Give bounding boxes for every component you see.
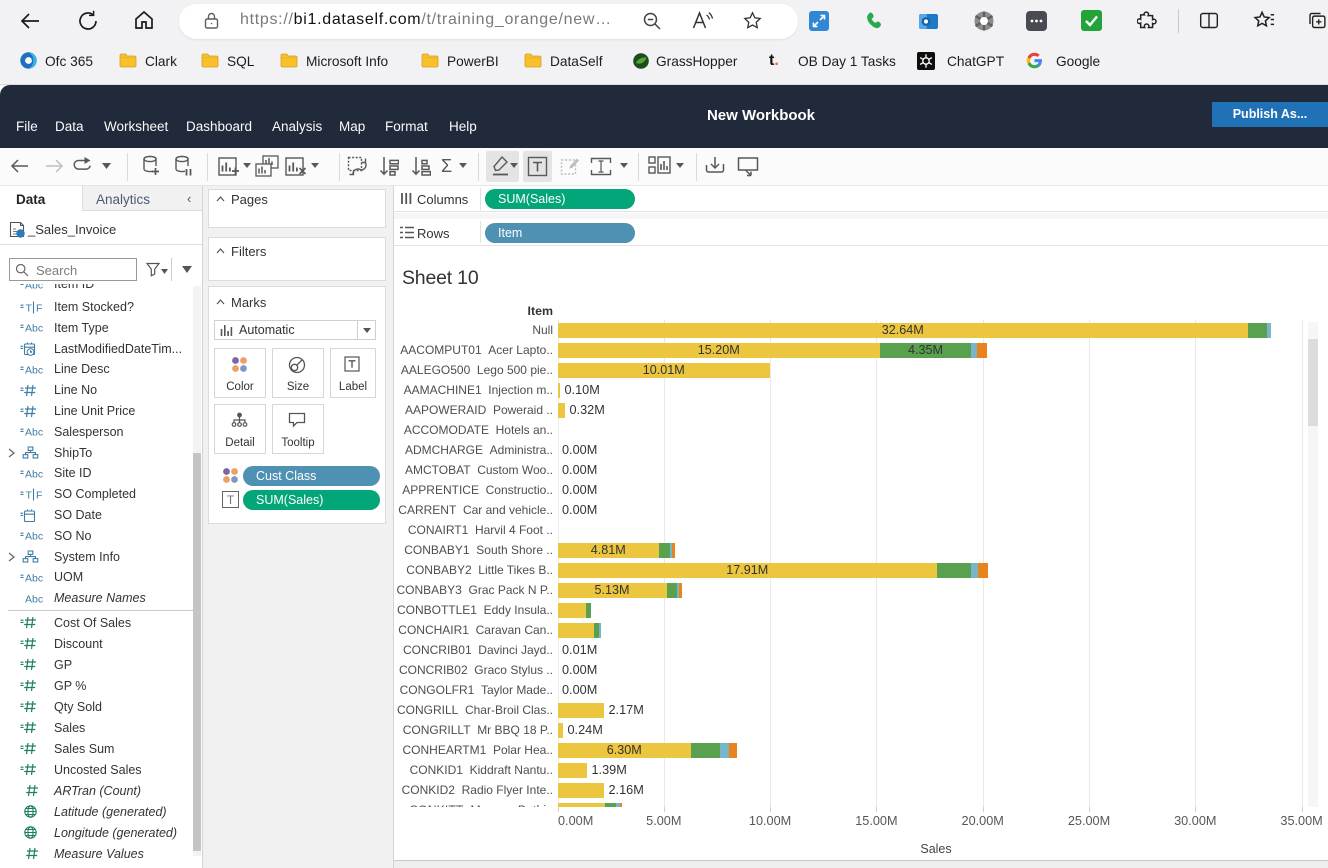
svg-text:Abc: Abc [25, 427, 43, 439]
svg-text:Abc: Abc [25, 572, 43, 584]
svg-text:Abc: Abc [25, 323, 43, 335]
svg-text:Abc: Abc [25, 284, 43, 291]
svg-text:F: F [36, 302, 42, 314]
svg-text:Abc: Abc [25, 593, 43, 605]
svg-text:T: T [26, 302, 33, 314]
svg-text:Abc: Abc [25, 468, 43, 480]
svg-text:Abc: Abc [25, 531, 43, 543]
svg-text:T: T [26, 489, 33, 501]
svg-text:F: F [36, 489, 42, 501]
svg-text:Abc: Abc [25, 364, 43, 376]
